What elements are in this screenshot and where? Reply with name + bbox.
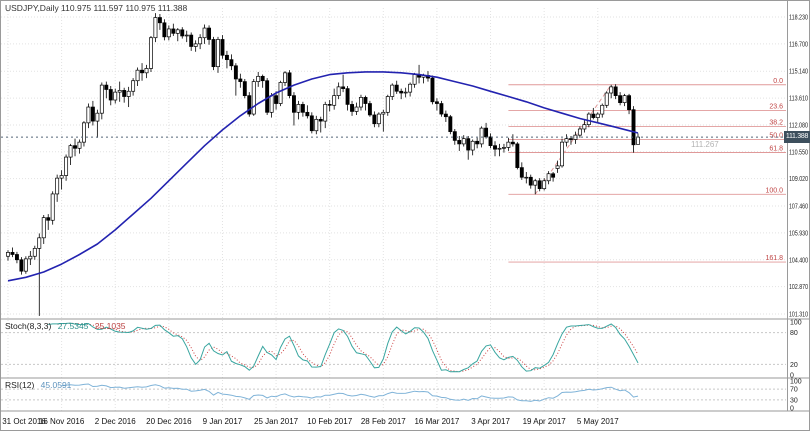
stoch-main-line bbox=[48, 322, 639, 373]
rsi-indicator-name: RSI(12) bbox=[5, 380, 35, 390]
grid bbox=[1, 8, 786, 411]
svg-text:113.610: 113.610 bbox=[789, 94, 808, 103]
moving-average-line bbox=[7, 71, 639, 282]
svg-text:31 Oct 2016: 31 Oct 2016 bbox=[2, 417, 46, 426]
rsi-value: 45.0591 bbox=[40, 380, 72, 390]
svg-text:23.6: 23.6 bbox=[769, 104, 783, 111]
svg-text:109.020: 109.020 bbox=[789, 174, 808, 183]
svg-text:16 Nov 2016: 16 Nov 2016 bbox=[39, 417, 85, 426]
svg-text:115.140: 115.140 bbox=[789, 67, 808, 76]
svg-text:161.8: 161.8 bbox=[765, 255, 783, 262]
svg-text:9 Jan 2017: 9 Jan 2017 bbox=[203, 417, 243, 426]
svg-text:70: 70 bbox=[790, 387, 798, 394]
svg-text:0: 0 bbox=[790, 373, 794, 380]
stoch-indicator-name: Stoch(8,3,3) bbox=[5, 321, 52, 331]
svg-text:16 Mar 2017: 16 Mar 2017 bbox=[414, 417, 459, 426]
svg-text:118.230: 118.230 bbox=[789, 13, 808, 22]
svg-text:110.550: 110.550 bbox=[789, 147, 808, 156]
svg-text:38.2: 38.2 bbox=[769, 120, 783, 127]
svg-text:107.460: 107.460 bbox=[789, 202, 808, 211]
svg-text:104.400: 104.400 bbox=[789, 255, 808, 264]
stoch-main-value: 27.5345 bbox=[57, 321, 89, 331]
svg-text:19 Apr 2017: 19 Apr 2017 bbox=[523, 417, 567, 426]
svg-text:61.8: 61.8 bbox=[769, 146, 783, 153]
svg-text:102.870: 102.870 bbox=[789, 282, 808, 291]
svg-text:5 May 2017: 5 May 2017 bbox=[577, 417, 619, 426]
svg-text:2 Dec 2016: 2 Dec 2016 bbox=[95, 417, 136, 426]
svg-text:112.080: 112.080 bbox=[789, 120, 808, 129]
rsi-line bbox=[61, 383, 639, 402]
stoch-signal-value: 25.1035 bbox=[94, 321, 126, 331]
svg-text:100.0: 100.0 bbox=[765, 187, 783, 194]
svg-text:30: 30 bbox=[790, 397, 798, 404]
svg-text:0.0: 0.0 bbox=[773, 78, 783, 85]
svg-text:100: 100 bbox=[790, 379, 802, 386]
price-axis-labels[interactable]: 118.230 116.700 115.140 113.610 112.080 110.5… bbox=[789, 13, 808, 319]
symbol-ohlc-label: USDJPY,Daily 110.975 111.597 110.975 111… bbox=[5, 3, 188, 13]
svg-text:25 Jan 2017: 25 Jan 2017 bbox=[254, 417, 299, 426]
svg-text:50.0: 50.0 bbox=[769, 133, 783, 140]
svg-text:28 Feb 2017: 28 Feb 2017 bbox=[361, 417, 406, 426]
rsi-panel-label: RSI(12) 45.0591 bbox=[5, 380, 71, 390]
stoch-panel-label: Stoch(8,3,3) 27.5345 25.1035 bbox=[5, 321, 126, 331]
svg-text:20: 20 bbox=[790, 362, 798, 369]
svg-text:0: 0 bbox=[790, 406, 794, 413]
price-annotation: 111.267 bbox=[691, 140, 719, 149]
svg-text:20 Dec 2016: 20 Dec 2016 bbox=[146, 417, 192, 426]
svg-text:80: 80 bbox=[790, 330, 798, 337]
candlestick-series bbox=[6, 13, 640, 316]
stoch-axis-labels: 100 80 20 0 bbox=[790, 320, 802, 380]
fib-retracement[interactable]: 0.0 23.6 38.2 50.0 61.8 100.0 161.8 bbox=[508, 78, 786, 263]
svg-text:100: 100 bbox=[790, 320, 802, 327]
svg-text:10 Feb 2017: 10 Feb 2017 bbox=[307, 417, 352, 426]
svg-text:3 Apr 2017: 3 Apr 2017 bbox=[471, 417, 510, 426]
svg-text:116.700: 116.700 bbox=[789, 39, 808, 48]
svg-text:105.930: 105.930 bbox=[789, 228, 808, 237]
current-price-badge: 111.388 bbox=[784, 131, 810, 143]
svg-text:101.310: 101.310 bbox=[789, 310, 808, 319]
